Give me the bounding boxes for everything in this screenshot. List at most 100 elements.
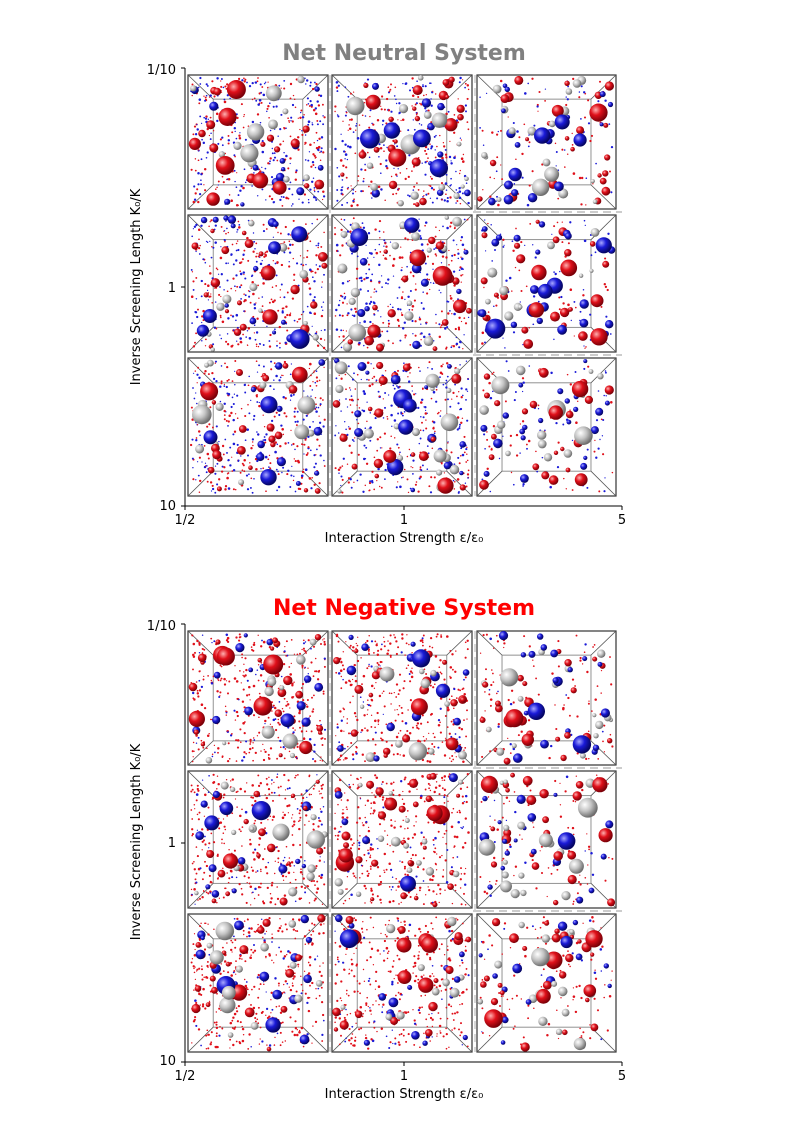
ion: [555, 151, 558, 153]
ion: [353, 481, 355, 484]
ion: [401, 118, 405, 122]
ion: [288, 787, 291, 790]
ion: [489, 490, 492, 493]
ion: [578, 176, 582, 180]
ion: [384, 406, 386, 409]
ion: [310, 793, 313, 796]
ion: [287, 167, 290, 170]
ion: [565, 96, 567, 98]
colloid-small: [412, 340, 421, 350]
colloid-small: [570, 687, 577, 694]
ion: [583, 91, 586, 94]
ion: [307, 639, 310, 642]
ion: [292, 94, 295, 97]
box-edge: [590, 470, 617, 497]
colloid-small: [603, 122, 609, 128]
ion: [220, 273, 223, 276]
ion: [310, 661, 313, 664]
colloid-large: [200, 382, 219, 401]
ion: [235, 319, 237, 322]
ion: [267, 787, 271, 791]
ion: [313, 899, 316, 902]
colloid-small: [233, 328, 242, 336]
ion: [356, 479, 359, 482]
ion: [278, 84, 281, 87]
ion: [235, 876, 238, 879]
ion: [418, 442, 421, 445]
ion: [423, 668, 426, 670]
colloid-small: [548, 475, 559, 485]
ion: [526, 203, 530, 207]
ion: [204, 465, 207, 467]
ion: [223, 793, 226, 796]
ion: [273, 156, 277, 159]
ion: [604, 477, 606, 479]
ion: [323, 465, 326, 467]
colloid-small: [364, 335, 374, 346]
ion: [343, 297, 346, 300]
ion: [373, 291, 375, 293]
ion: [406, 265, 408, 268]
colloid-small: [564, 232, 572, 240]
ion: [519, 301, 521, 303]
y-tick-labels: 1/10 1 10: [147, 619, 176, 1069]
ion: [193, 888, 196, 891]
ion: [197, 149, 200, 151]
colloid-small: [488, 197, 496, 206]
ion: [316, 267, 320, 271]
ion: [597, 390, 600, 392]
ion: [226, 333, 229, 335]
ion: [383, 871, 386, 874]
ion: [214, 224, 217, 227]
ion: [254, 887, 257, 891]
ion: [290, 429, 292, 432]
ion: [411, 170, 413, 172]
ion: [341, 179, 344, 181]
ion: [374, 743, 377, 746]
ion: [252, 742, 254, 744]
box-edge: [331, 770, 358, 796]
colloid-small: [510, 321, 518, 328]
ion: [271, 286, 274, 288]
colloid-small: [478, 309, 487, 318]
ion: [197, 818, 200, 821]
ion: [398, 453, 401, 455]
ion: [255, 331, 259, 334]
ion: [230, 405, 233, 409]
box-edge: [476, 630, 503, 656]
ion: [233, 709, 236, 712]
ion: [464, 641, 467, 644]
colloid-small: [257, 440, 266, 449]
ion: [446, 381, 448, 383]
ion: [249, 301, 252, 304]
ion: [459, 787, 463, 790]
colloid-small: [592, 656, 598, 662]
colloid-small: [204, 362, 210, 368]
ion: [369, 704, 372, 707]
colloid-small: [350, 729, 359, 737]
colloid-small: [351, 463, 358, 470]
ion: [449, 140, 451, 143]
ion: [254, 799, 257, 803]
colloid-small: [436, 469, 443, 476]
ion: [289, 673, 293, 676]
ion: [356, 659, 360, 663]
x-tick-label: 5: [618, 1069, 626, 1084]
ion: [319, 793, 321, 795]
ion: [485, 668, 487, 671]
ion: [257, 774, 260, 777]
ion: [203, 871, 206, 874]
ion: [217, 751, 219, 754]
ion: [211, 796, 215, 800]
ion: [191, 438, 194, 441]
colloid-small: [304, 183, 310, 189]
ion: [461, 688, 464, 691]
ion: [227, 231, 230, 234]
ion: [393, 634, 395, 636]
colloid-large: [590, 294, 604, 308]
ion: [227, 134, 230, 137]
ion: [251, 747, 254, 749]
ion: [282, 196, 285, 199]
ion: [460, 157, 464, 160]
colloid-small: [277, 688, 287, 698]
